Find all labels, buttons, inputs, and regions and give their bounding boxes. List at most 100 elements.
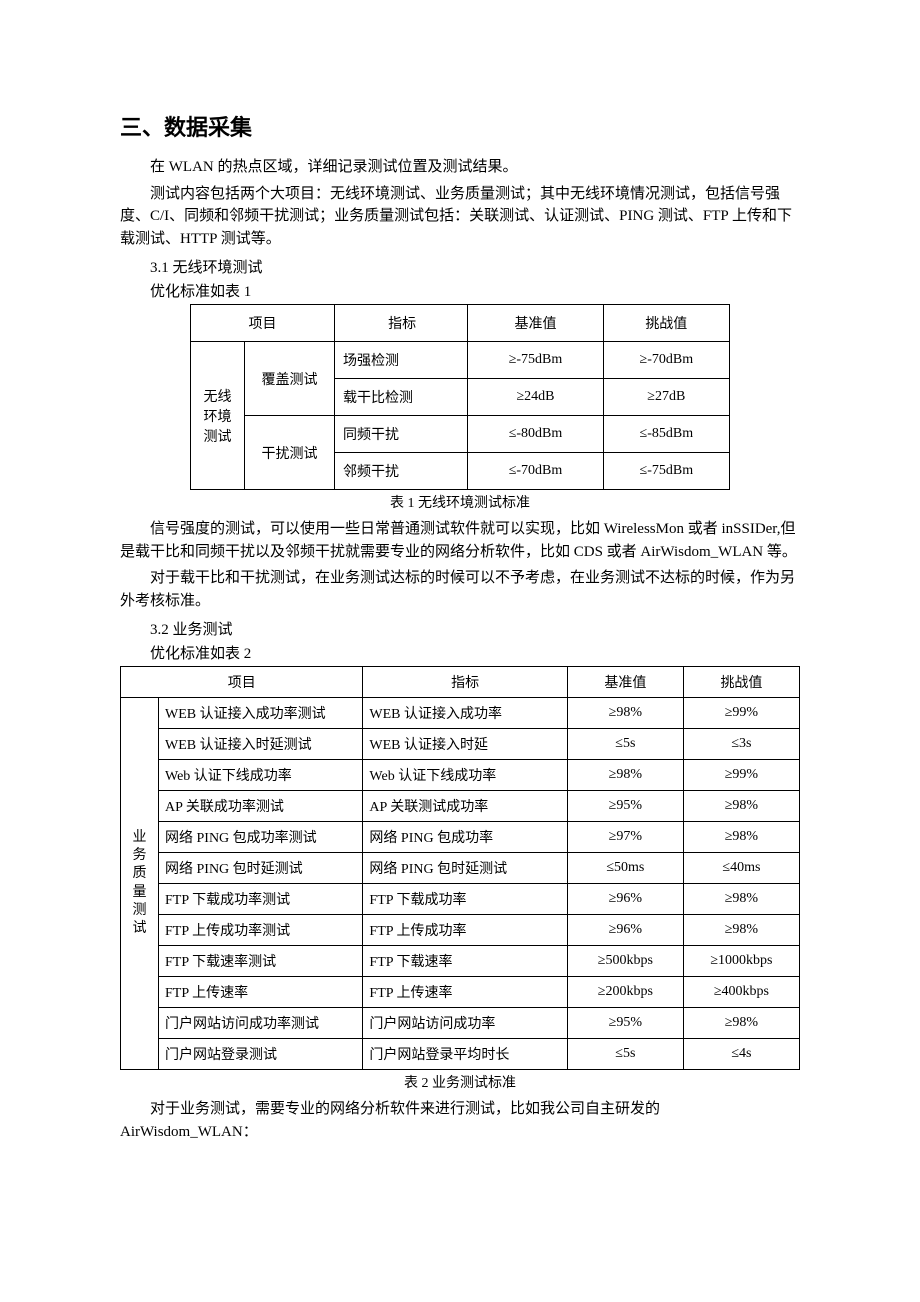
cell-item-name: FTP 上传速率 [159,977,363,1008]
cell-base: ≤5s [567,1039,683,1070]
cell-challenge: ≥98% [683,884,799,915]
table-1: 项目 指标 基准值 挑战值 无线环境测试 覆盖测试 场强检测 ≥-75dBm ≥… [190,304,730,490]
cell-indicator: 门户网站访问成功率 [363,1008,567,1039]
cell-challenge: ≥-70dBm [603,342,729,379]
cell-challenge: ≥98% [683,915,799,946]
cell-item-name: 网络 PING 包时延测试 [159,853,363,884]
cell-challenge: ≤3s [683,729,799,760]
cell-base: ≤50ms [567,853,683,884]
cell-indicator: WEB 认证接入成功率 [363,698,567,729]
cell-subcategory: 覆盖测试 [244,342,334,416]
cell-indicator: 网络 PING 包时延测试 [363,853,567,884]
table-row: 门户网站登录测试 门户网站登录平均时长 ≤5s ≤4s [121,1039,800,1070]
col-header-project: 项目 [121,667,363,698]
table-2-caption: 表 2 业务测试标准 [120,1072,800,1092]
cell-item-name: Web 认证下线成功率 [159,760,363,791]
cell-indicator: AP 关联测试成功率 [363,791,567,822]
table-row: FTP 下载速率测试 FTP 下载速率 ≥500kbps ≥1000kbps [121,946,800,977]
cell-base: ≥98% [567,760,683,791]
table-row: FTP 上传速率 FTP 上传速率 ≥200kbps ≥400kbps [121,977,800,1008]
paragraph: 对于载干比和干扰测试，在业务测试达标的时候可以不予考虑，在业务测试不达标的时候，… [120,567,800,612]
cell-item-name: WEB 认证接入时延测试 [159,729,363,760]
cell-challenge: ≥1000kbps [683,946,799,977]
cell-base: ≥97% [567,822,683,853]
table-row: 网络 PING 包成功率测试 网络 PING 包成功率 ≥97% ≥98% [121,822,800,853]
table-row: 网络 PING 包时延测试 网络 PING 包时延测试 ≤50ms ≤40ms [121,853,800,884]
table-row: 门户网站访问成功率测试 门户网站访问成功率 ≥95% ≥98% [121,1008,800,1039]
table-row: 干扰测试 同频干扰 ≤-80dBm ≤-85dBm [191,416,730,453]
cell-base: ≥-75dBm [468,342,603,379]
cell-item-name: FTP 下载成功率测试 [159,884,363,915]
cell-item-name: FTP 上传成功率测试 [159,915,363,946]
cell-challenge: ≤-85dBm [603,416,729,453]
paragraph: 测试内容包括两个大项目：无线环境测试、业务质量测试；其中无线环境情况测试，包括信… [120,183,800,251]
cell-indicator: FTP 上传成功率 [363,915,567,946]
cell-challenge: ≥98% [683,822,799,853]
cell-indicator: FTP 上传速率 [363,977,567,1008]
cell-challenge: ≥400kbps [683,977,799,1008]
section-heading: 三、数据采集 [120,110,800,142]
table-row: AP 关联成功率测试 AP 关联测试成功率 ≥95% ≥98% [121,791,800,822]
cell-challenge: ≥27dB [603,379,729,416]
table-header-row: 项目 指标 基准值 挑战值 [191,305,730,342]
category-text: 业务质量测试 [133,830,147,936]
cell-item-name: 网络 PING 包成功率测试 [159,822,363,853]
cell-indicator: 门户网站登录平均时长 [363,1039,567,1070]
cell-challenge: ≥99% [683,760,799,791]
table-intro: 优化标准如表 2 [120,642,800,666]
table-1-caption: 表 1 无线环境测试标准 [120,492,800,512]
cell-item-name: FTP 下载速率测试 [159,946,363,977]
cell-base: ≤-80dBm [468,416,603,453]
cell-base: ≥98% [567,698,683,729]
cell-base: ≥200kbps [567,977,683,1008]
paragraph: 对于业务测试，需要专业的网络分析软件来进行测试，比如我公司自主研发的 AirWi… [120,1098,800,1143]
document-page: 三、数据采集 在 WLAN 的热点区域，详细记录测试位置及测试结果。 测试内容包… [0,0,920,1302]
cell-challenge: ≥99% [683,698,799,729]
cell-base: ≥96% [567,915,683,946]
cell-item-name: 门户网站登录测试 [159,1039,363,1070]
paragraph: 在 WLAN 的热点区域，详细记录测试位置及测试结果。 [120,156,800,179]
subsection-heading: 3.1 无线环境测试 [120,256,800,280]
cell-indicator: 邻频干扰 [334,453,467,490]
cell-indicator: FTP 下载速率 [363,946,567,977]
col-header-indicator: 指标 [363,667,567,698]
col-header-indicator: 指标 [334,305,467,342]
table-header-row: 项目 指标 基准值 挑战值 [121,667,800,698]
cell-base: ≥24dB [468,379,603,416]
cell-challenge: ≥98% [683,791,799,822]
cell-indicator: 载干比检测 [334,379,467,416]
table-row: FTP 上传成功率测试 FTP 上传成功率 ≥96% ≥98% [121,915,800,946]
cell-base: ≤5s [567,729,683,760]
col-header-base: 基准值 [468,305,603,342]
cell-base: ≥500kbps [567,946,683,977]
col-header-challenge: 挑战值 [603,305,729,342]
cell-item-name: 门户网站访问成功率测试 [159,1008,363,1039]
cell-challenge: ≤40ms [683,853,799,884]
cell-base: ≥95% [567,791,683,822]
cell-indicator: 同频干扰 [334,416,467,453]
table-row: WEB 认证接入时延测试 WEB 认证接入时延 ≤5s ≤3s [121,729,800,760]
cell-indicator: Web 认证下线成功率 [363,760,567,791]
cell-item-name: AP 关联成功率测试 [159,791,363,822]
table-row: 无线环境测试 覆盖测试 场强检测 ≥-75dBm ≥-70dBm [191,342,730,379]
cell-indicator: WEB 认证接入时延 [363,729,567,760]
cell-indicator: 场强检测 [334,342,467,379]
table-row: Web 认证下线成功率 Web 认证下线成功率 ≥98% ≥99% [121,760,800,791]
table-row: 业务质量测试 WEB 认证接入成功率测试 WEB 认证接入成功率 ≥98% ≥9… [121,698,800,729]
cell-item-name: WEB 认证接入成功率测试 [159,698,363,729]
table-row: FTP 下载成功率测试 FTP 下载成功率 ≥96% ≥98% [121,884,800,915]
cell-indicator: 网络 PING 包成功率 [363,822,567,853]
cell-challenge: ≤4s [683,1039,799,1070]
cell-base: ≥96% [567,884,683,915]
cell-base: ≥95% [567,1008,683,1039]
cell-subcategory: 干扰测试 [244,416,334,490]
cell-category: 无线环境测试 [191,342,245,490]
col-header-challenge: 挑战值 [683,667,799,698]
table-2: 项目 指标 基准值 挑战值 业务质量测试 WEB 认证接入成功率测试 WEB 认… [120,666,800,1070]
table-intro: 优化标准如表 1 [120,280,800,304]
cell-indicator: FTP 下载成功率 [363,884,567,915]
cell-base: ≤-70dBm [468,453,603,490]
subsection-heading: 3.2 业务测试 [120,618,800,642]
cell-category: 业务质量测试 [121,698,159,1070]
cell-challenge: ≤-75dBm [603,453,729,490]
